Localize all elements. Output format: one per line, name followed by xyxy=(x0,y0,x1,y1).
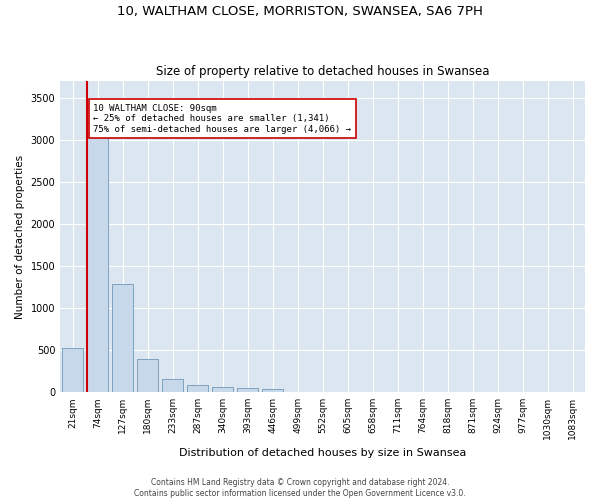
Title: Size of property relative to detached houses in Swansea: Size of property relative to detached ho… xyxy=(156,66,490,78)
Text: Contains HM Land Registry data © Crown copyright and database right 2024.
Contai: Contains HM Land Registry data © Crown c… xyxy=(134,478,466,498)
Bar xyxy=(237,388,258,392)
Bar xyxy=(112,284,133,392)
Bar xyxy=(212,387,233,392)
Bar xyxy=(262,389,283,392)
Text: 10, WALTHAM CLOSE, MORRISTON, SWANSEA, SA6 7PH: 10, WALTHAM CLOSE, MORRISTON, SWANSEA, S… xyxy=(117,5,483,18)
Bar xyxy=(137,358,158,392)
Y-axis label: Number of detached properties: Number of detached properties xyxy=(15,154,25,318)
Bar xyxy=(187,384,208,392)
Bar xyxy=(62,348,83,392)
Text: 10 WALTHAM CLOSE: 90sqm
← 25% of detached houses are smaller (1,341)
75% of semi: 10 WALTHAM CLOSE: 90sqm ← 25% of detache… xyxy=(93,104,351,134)
X-axis label: Distribution of detached houses by size in Swansea: Distribution of detached houses by size … xyxy=(179,448,466,458)
Bar xyxy=(162,378,183,392)
Bar xyxy=(87,104,108,392)
